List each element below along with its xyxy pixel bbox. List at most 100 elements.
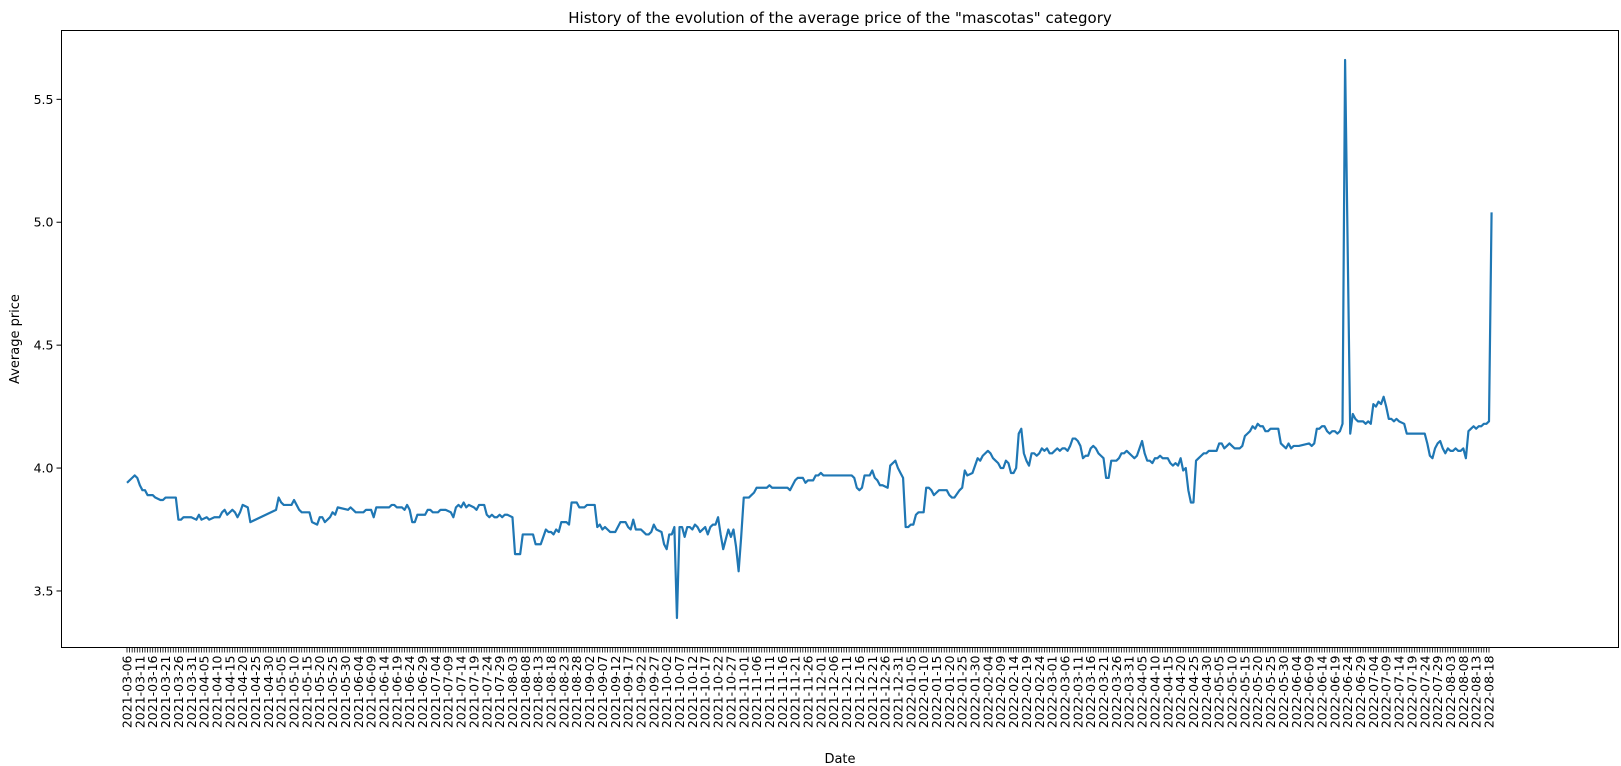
x-tick-label: 2022-05-10 <box>1225 655 1240 728</box>
x-tick-label: 2021-05-10 <box>287 655 302 728</box>
y-tick-label: 5.0 <box>34 215 54 230</box>
x-tick-label: 2022-08-18 <box>1482 655 1497 728</box>
x-tick-label: 2021-07-19 <box>466 655 481 728</box>
x-tick-label: 2022-01-30 <box>968 655 983 728</box>
x-tick-label: 2021-06-14 <box>376 655 391 728</box>
x-tick-label: 2021-06-19 <box>389 655 404 728</box>
y-axis: 3.5 4.0 4.5 5.0 5.5 <box>34 92 62 598</box>
x-tick-label: 2021-07-29 <box>492 655 507 728</box>
x-tick-label: 2022-03-26 <box>1109 655 1124 728</box>
x-tick-label: 2021-09-02 <box>582 656 597 729</box>
x-tick-label: 2021-03-31 <box>184 656 199 729</box>
x-tick-label: 2021-07-09 <box>441 655 456 728</box>
x-axis-label: Date <box>824 752 855 766</box>
x-tick-label: 2021-10-17 <box>698 656 713 729</box>
x-tick-marks <box>126 647 1490 653</box>
x-tick-label: 2021-03-26 <box>171 655 186 728</box>
plot-area <box>61 30 1619 648</box>
series-line <box>126 58 1493 620</box>
x-tick-label: 2022-07-24 <box>1417 655 1432 728</box>
x-tick-label: 2022-07-09 <box>1379 655 1394 728</box>
x-tick-label: 2022-04-30 <box>1199 655 1214 728</box>
x-tick-label: 2022-08-13 <box>1469 656 1484 729</box>
x-tick-label: 2021-08-18 <box>544 655 559 728</box>
x-tick-label: 2022-05-05 <box>1212 656 1227 729</box>
x-tick-label: 2022-01-15 <box>929 656 944 729</box>
y-tick-label: 3.5 <box>34 583 54 598</box>
x-tick-label: 2021-08-03 <box>505 656 520 729</box>
x-tick-label: 2021-11-16 <box>775 655 790 728</box>
x-tick-label: 2022-08-03 <box>1443 656 1458 729</box>
x-tick-label: 2021-05-30 <box>338 655 353 728</box>
x-tick-label: 2021-10-12 <box>685 656 700 729</box>
x-tick-label: 2022-01-05 <box>903 656 918 729</box>
x-tick-label: 2022-02-09 <box>993 655 1008 728</box>
x-tick-label: 2021-04-05 <box>197 656 212 729</box>
x-tick-label: 2021-10-02 <box>659 656 674 729</box>
x-tick-label: 2021-06-09 <box>364 655 379 728</box>
x-tick-label: 2021-11-06 <box>749 655 764 728</box>
x-tick-label: 2022-07-19 <box>1404 655 1419 728</box>
x-tick-label: 2021-09-22 <box>633 656 648 729</box>
x-tick-label: 2022-06-29 <box>1353 655 1368 728</box>
x-tick-label: 2021-03-16 <box>145 655 160 728</box>
x-tick-label: 2021-10-27 <box>723 656 738 729</box>
x-tick-label: 2022-04-05 <box>1135 656 1150 729</box>
x-tick-label: 2022-03-31 <box>1122 656 1137 729</box>
x-tick-label: 2021-12-01 <box>813 656 828 729</box>
x-tick-label: 2021-06-04 <box>351 655 366 728</box>
x-tick-label: 2021-07-14 <box>454 655 469 728</box>
x-tick-label: 2022-07-29 <box>1430 655 1445 728</box>
x-tick-label: 2021-08-08 <box>518 655 533 728</box>
x-tick-label: 2022-03-01 <box>1045 656 1060 729</box>
x-tick-label: 2021-03-21 <box>158 656 173 729</box>
x-tick-label: 2022-08-08 <box>1456 655 1471 728</box>
x-tick-label: 2021-09-07 <box>595 656 610 729</box>
x-tick-label: 2021-12-26 <box>878 655 893 728</box>
x-tick-label: 2022-02-19 <box>1019 655 1034 728</box>
x-tick-label: 2022-02-24 <box>1032 655 1047 728</box>
x-tick-label: 2022-03-21 <box>1096 656 1111 729</box>
x-tick-label: 2022-05-30 <box>1276 655 1291 728</box>
x-tick-label: 2021-10-07 <box>672 656 687 729</box>
x-tick-label: 2022-04-20 <box>1173 655 1188 728</box>
x-tick-label: 2022-06-09 <box>1302 655 1317 728</box>
x-tick-label: 2021-04-10 <box>209 655 224 728</box>
x-tick-label: 2021-09-12 <box>608 656 623 729</box>
x-tick-label: 2022-02-04 <box>980 655 995 728</box>
x-tick-label: 2022-07-14 <box>1392 655 1407 728</box>
y-tick-label: 4.0 <box>34 461 54 476</box>
x-tick-label: 2021-11-01 <box>736 656 751 729</box>
x-tick-label: 2021-05-15 <box>299 656 314 729</box>
x-tick-label: 2022-04-10 <box>1147 655 1162 728</box>
x-tick-label: 2021-10-22 <box>711 656 726 729</box>
x-tick-label: 2021-11-11 <box>762 656 777 729</box>
y-tick-label: 5.5 <box>34 92 54 107</box>
x-tick-label: 2021-11-26 <box>801 655 816 728</box>
x-tick-label: 2021-05-05 <box>274 656 289 729</box>
x-tick-label: 2022-06-04 <box>1289 655 1304 728</box>
x-tick-label: 2022-03-06 <box>1057 655 1072 728</box>
x-tick-label: 2021-09-17 <box>621 656 636 729</box>
x-tick-label: 2021-06-29 <box>415 655 430 728</box>
x-tick-label: 2021-08-28 <box>569 655 584 728</box>
x-axis: 2021-03-062021-03-112021-03-162021-03-21… <box>120 647 1497 729</box>
x-tick-label: 2021-08-23 <box>556 656 571 729</box>
x-tick-label: 2021-12-06 <box>826 655 841 728</box>
x-tick-label: 2022-05-20 <box>1250 655 1265 728</box>
x-tick-label: 2021-06-24 <box>402 655 417 728</box>
x-tick-label: 2021-12-21 <box>865 656 880 729</box>
x-tick-label: 2022-05-15 <box>1237 656 1252 729</box>
x-tick-label: 2021-03-11 <box>132 656 147 729</box>
x-tick-label: 2021-12-31 <box>890 656 905 729</box>
x-tick-label: 2022-04-25 <box>1186 656 1201 729</box>
x-tick-label: 2021-05-20 <box>312 655 327 728</box>
x-tick-label: 2021-05-25 <box>325 656 340 729</box>
x-tick-label: 2022-06-14 <box>1314 655 1329 728</box>
x-tick-label: 2022-01-10 <box>916 655 931 728</box>
x-tick-label: 2022-07-04 <box>1366 655 1381 728</box>
x-tick-label: 2022-01-25 <box>955 656 970 729</box>
x-tick-label: 2021-12-16 <box>852 655 867 728</box>
chart-title: History of the evolution of the average … <box>568 9 1112 27</box>
x-tick-label: 2022-03-11 <box>1070 656 1085 729</box>
